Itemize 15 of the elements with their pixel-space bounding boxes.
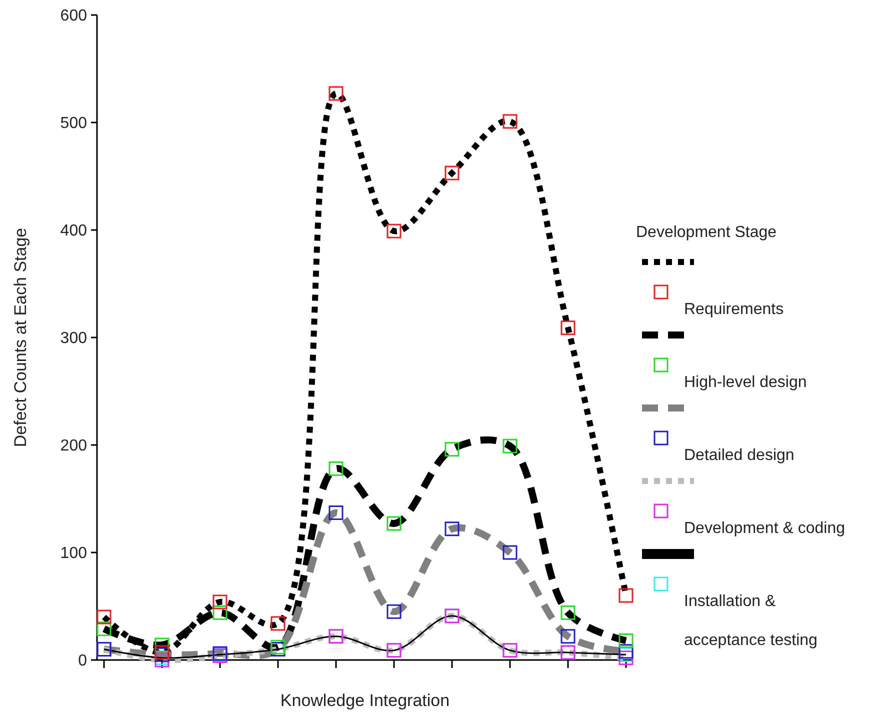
text: Detailed design <box>684 447 794 464</box>
legend-title: Development Stage <box>636 224 777 241</box>
text: High-level design <box>684 374 807 391</box>
y-tick-label: 100 <box>60 545 88 562</box>
text: Development & coding <box>684 520 845 537</box>
text: Requirements <box>684 301 784 318</box>
y-tick-label: 600 <box>60 8 88 25</box>
text: Installation & acceptance testing <box>684 593 818 649</box>
y-tick-label: 500 <box>60 115 88 132</box>
y-axis-title: Defect Counts at Each Stage <box>11 228 30 448</box>
y-tick-label: 0 <box>78 652 88 670</box>
y-tick-label: 300 <box>60 330 88 348</box>
y-tick-label: 200 <box>60 438 88 455</box>
x-axis-title: Knowledge Integration <box>280 691 450 710</box>
y-tick-label: 400 <box>60 222 88 240</box>
